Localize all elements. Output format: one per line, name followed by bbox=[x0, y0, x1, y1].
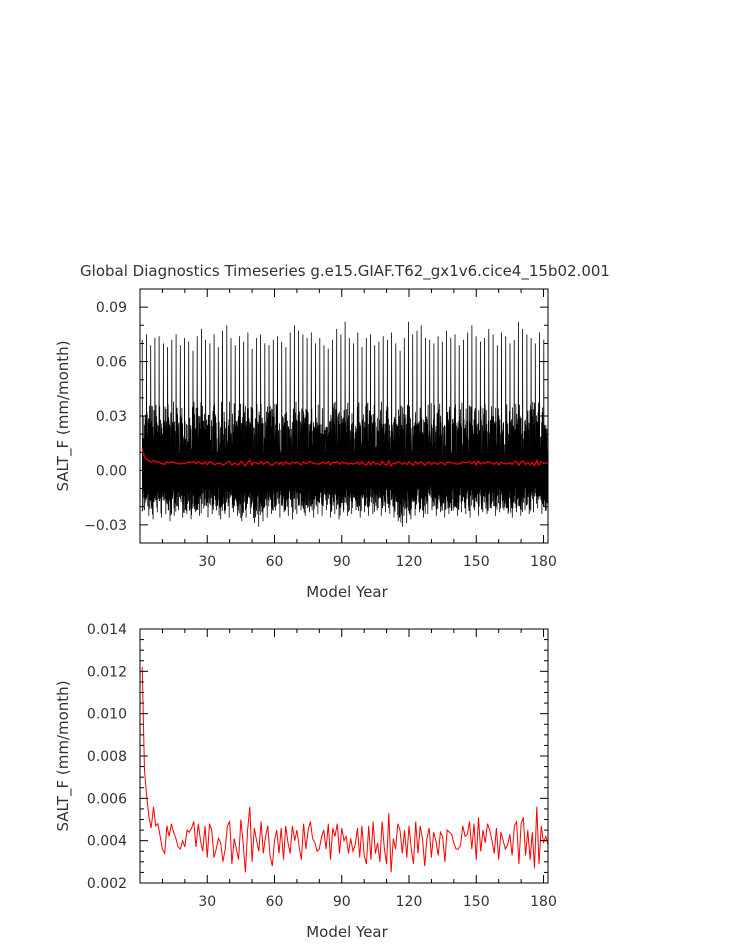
top-y-tick-label: −0.03 bbox=[84, 518, 127, 534]
bottom-y-tick-label: 0.006 bbox=[87, 791, 127, 807]
bottom-series-group bbox=[141, 667, 549, 873]
top-y-tick-label: 0.03 bbox=[96, 409, 127, 425]
top-y-axis-label: SALT_F (mm/month) bbox=[54, 340, 73, 491]
figure-title: Global Diagnostics Timeseries g.e15.GIAF… bbox=[80, 262, 610, 281]
top-y-tick-label: 0.00 bbox=[96, 463, 127, 479]
top-ticks: 30 60 90 120 150 180 −0.03 0.00 0.03 0.06 0.09 bbox=[84, 288, 557, 570]
top-x-tick-label: 150 bbox=[463, 554, 490, 570]
bottom-y-tick-label: 0.004 bbox=[87, 834, 127, 850]
bottom-ticks: 30 60 90 120 150 180 0.002 0.004 0.006 0.008 0.010… bbox=[87, 622, 557, 910]
top-x-tick-label: 90 bbox=[333, 554, 351, 570]
bottom-x-tick-label: 150 bbox=[463, 894, 490, 910]
top-x-tick-label: 180 bbox=[530, 554, 557, 570]
top-x-tick-label: 120 bbox=[396, 554, 423, 570]
bottom-annual-mean-line bbox=[141, 667, 549, 873]
bottom-y-axis-label: SALT_F (mm/month) bbox=[54, 680, 73, 831]
bottom-x-tick-label: 180 bbox=[530, 894, 557, 910]
top-x-tick-label: 60 bbox=[266, 554, 284, 570]
bottom-x-tick-label: 60 bbox=[266, 894, 284, 910]
top-monthly-series-core bbox=[141, 420, 549, 512]
bottom-y-tick-label: 0.012 bbox=[87, 664, 127, 680]
top-annual-mean-line bbox=[141, 448, 549, 468]
top-y-tick-label: 0.06 bbox=[96, 355, 127, 371]
top-series-group bbox=[141, 321, 549, 527]
top-y-tick-label: 0.09 bbox=[96, 300, 127, 316]
bottom-y-tick-label: 0.014 bbox=[87, 622, 127, 638]
top-x-tick-label: 30 bbox=[198, 554, 216, 570]
top-panel: 30 60 90 120 150 180 −0.03 0.00 0.03 0.06 0.09 Mod… bbox=[54, 288, 557, 601]
bottom-x-tick-label: 90 bbox=[333, 894, 351, 910]
bottom-panel: 30 60 90 120 150 180 0.002 0.004 0.006 0.008 0.010… bbox=[54, 622, 557, 941]
bottom-x-tick-label: 120 bbox=[396, 894, 423, 910]
bottom-y-tick-label: 0.002 bbox=[87, 876, 127, 892]
bottom-y-tick-label: 0.008 bbox=[87, 749, 127, 765]
bottom-x-axis-label: Model Year bbox=[306, 923, 388, 941]
bottom-x-tick-label: 30 bbox=[198, 894, 216, 910]
bottom-y-tick-label: 0.010 bbox=[87, 707, 127, 723]
top-x-axis-label: Model Year bbox=[306, 583, 388, 601]
